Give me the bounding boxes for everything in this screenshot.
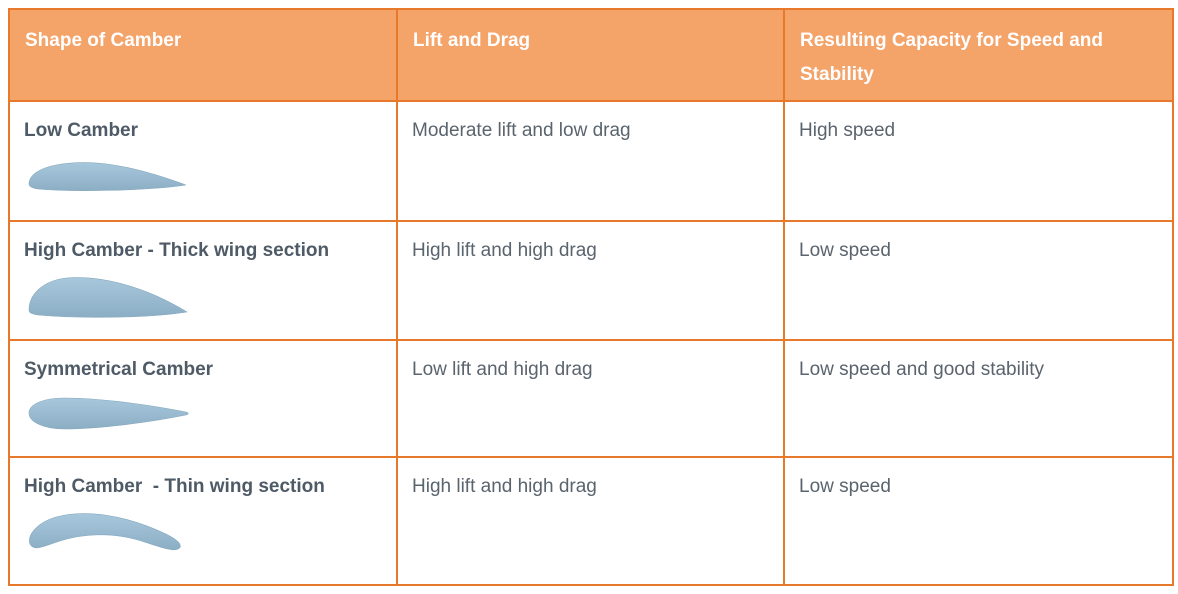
capacity-text: Low speed [799, 476, 891, 497]
header-shape-of-camber: Shape of Camber [8, 8, 398, 102]
capacity-text: High speed [799, 120, 896, 141]
shape-cell: High Camber - Thick wing section [8, 220, 398, 341]
header-resulting-capacity: Resulting Capacity for Speed and Stabili… [783, 8, 1174, 102]
capacity-text: Low speed [799, 240, 891, 261]
capacity-cell: Low speed [783, 456, 1174, 586]
high-camber-thick-airfoil-icon [28, 277, 188, 318]
symmetrical-camber-airfoil-icon [28, 397, 189, 430]
table-row: Symmetrical Camber Low lift and high dra… [8, 339, 1174, 458]
table-row: High Camber - Thick wing section High li… [8, 220, 1174, 341]
lift-drag-text: Low lift and high drag [412, 359, 593, 380]
camber-table: Shape of Camber Lift and Drag Resulting … [8, 8, 1174, 586]
lift-drag-cell: Low lift and high drag [396, 339, 785, 458]
shape-cell: Low Camber [8, 100, 398, 222]
shape-cell: High Camber - Thin wing section [8, 456, 398, 586]
capacity-cell: Low speed [783, 220, 1174, 341]
lift-drag-cell: Moderate lift and low drag [396, 100, 785, 222]
capacity-cell: Low speed and good stability [783, 339, 1174, 458]
table-row: High Camber - Thin wing section High lif… [8, 456, 1174, 586]
header-lift-and-drag: Lift and Drag [396, 8, 785, 102]
shape-label: High Camber - Thin wing section [24, 476, 325, 497]
header-row: Shape of Camber Lift and Drag Resulting … [8, 8, 1174, 102]
shape-label: Low Camber [24, 120, 139, 141]
lift-drag-text: Moderate lift and low drag [412, 120, 631, 141]
shape-label: Symmetrical Camber [24, 359, 214, 380]
lift-drag-cell: High lift and high drag [396, 456, 785, 586]
lift-drag-text: High lift and high drag [412, 476, 597, 497]
capacity-cell: High speed [783, 100, 1174, 222]
lift-drag-cell: High lift and high drag [396, 220, 785, 341]
capacity-text: Low speed and good stability [799, 359, 1045, 380]
table-row: Low Camber Moderate lift and low drag [8, 100, 1174, 222]
lift-drag-text: High lift and high drag [412, 240, 597, 261]
shape-label: High Camber - Thick wing section [24, 240, 330, 261]
shape-cell: Symmetrical Camber [8, 339, 398, 458]
low-camber-airfoil-icon [28, 162, 187, 191]
high-camber-thin-airfoil-icon [29, 513, 181, 551]
